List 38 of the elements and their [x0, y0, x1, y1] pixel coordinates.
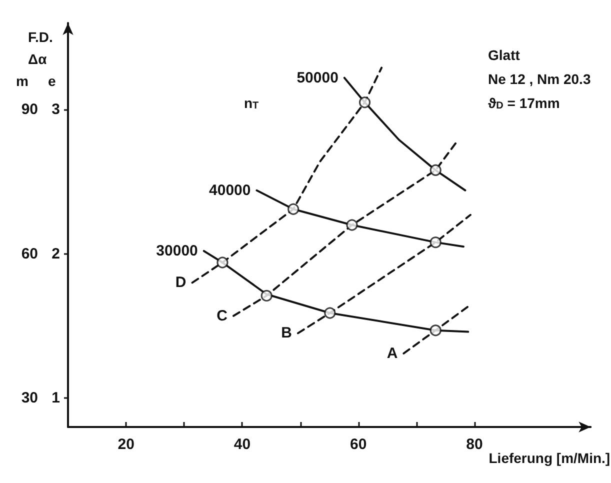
y-axis-title: e	[48, 73, 56, 89]
x-tick-label: 40	[234, 436, 251, 453]
annotation: Ne 12 , Nm 20.3	[488, 71, 591, 87]
point	[260, 290, 272, 302]
y2-tick-label: 90	[21, 101, 38, 118]
point	[430, 236, 442, 248]
point	[430, 324, 442, 336]
y-tick-label: 3	[52, 101, 60, 118]
point	[216, 256, 228, 268]
x-tick-label: 60	[350, 436, 367, 453]
line-series	[296, 214, 472, 334]
point	[430, 164, 442, 176]
point	[358, 96, 371, 108]
y2-axis-title: m	[16, 73, 28, 89]
y-tick-label: 1	[52, 390, 60, 407]
y-tick-label: 2	[52, 245, 60, 262]
text: F.D.	[28, 29, 53, 45]
point	[324, 307, 336, 319]
y2-tick-label: 60	[21, 245, 38, 262]
x-tick-label: 80	[466, 436, 483, 453]
x-tick-label: 20	[118, 436, 134, 453]
series-label: C	[216, 307, 228, 324]
y2-tick-label: 30	[21, 390, 38, 407]
series-label: 30000	[156, 242, 198, 260]
line-series	[256, 189, 464, 248]
series-label: A	[386, 344, 398, 362]
series-label: B	[281, 324, 292, 342]
annotation: Glatt	[488, 47, 520, 63]
line-series	[343, 76, 466, 192]
point	[346, 219, 358, 231]
series-label: D	[175, 274, 186, 292]
text: Δα	[28, 51, 48, 67]
series-label: 50000	[296, 69, 338, 86]
point	[288, 203, 300, 215]
annotation: ϑD = 17mm	[488, 95, 560, 112]
annotation: nT	[244, 95, 259, 112]
x-axis-title: Lieferung [m/Min.]	[488, 450, 610, 466]
series-label: 40000	[209, 182, 251, 199]
